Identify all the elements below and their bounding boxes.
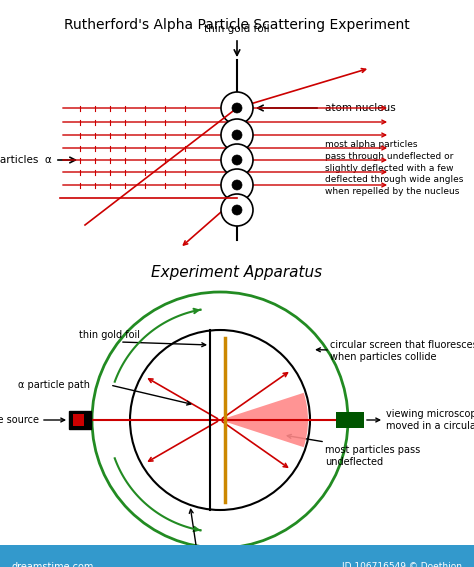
Circle shape bbox=[221, 119, 253, 151]
Text: circular screen that fluoresces
when particles collide: circular screen that fluoresces when par… bbox=[330, 340, 474, 362]
Text: α particle source: α particle source bbox=[0, 415, 39, 425]
Text: most particles pass
undeflected: most particles pass undeflected bbox=[325, 445, 420, 467]
Bar bbox=[336, 412, 364, 428]
Text: ID 106716549 © Doethion: ID 106716549 © Doethion bbox=[342, 562, 462, 567]
Circle shape bbox=[221, 194, 253, 226]
Text: thin gold foil: thin gold foil bbox=[204, 24, 270, 34]
Circle shape bbox=[221, 144, 253, 176]
Text: viewing microscope
moved in a circular arc: viewing microscope moved in a circular a… bbox=[386, 409, 474, 431]
Text: atom nucleus: atom nucleus bbox=[325, 103, 396, 113]
Circle shape bbox=[232, 205, 242, 215]
Text: Experiment Apparatus: Experiment Apparatus bbox=[151, 265, 323, 280]
Circle shape bbox=[221, 169, 253, 201]
Text: dreamstime.com: dreamstime.com bbox=[12, 562, 94, 567]
Circle shape bbox=[232, 155, 242, 165]
Text: most alpha particles
pass through undeflected or
slightly deflected with a few
d: most alpha particles pass through undefl… bbox=[325, 140, 464, 196]
Circle shape bbox=[232, 103, 242, 113]
Text: alpha particles  α: alpha particles α bbox=[0, 155, 52, 165]
Text: α particle path: α particle path bbox=[18, 380, 90, 390]
Bar bbox=[0, 545, 474, 567]
Circle shape bbox=[232, 130, 242, 140]
Circle shape bbox=[221, 92, 253, 124]
Text: Rutherford's Alpha Particle Scattering Experiment: Rutherford's Alpha Particle Scattering E… bbox=[64, 18, 410, 32]
Text: thin gold foil: thin gold foil bbox=[80, 330, 140, 340]
Bar bbox=[73, 414, 84, 426]
Circle shape bbox=[232, 180, 242, 190]
Wedge shape bbox=[220, 393, 308, 447]
Bar bbox=[69, 411, 91, 429]
